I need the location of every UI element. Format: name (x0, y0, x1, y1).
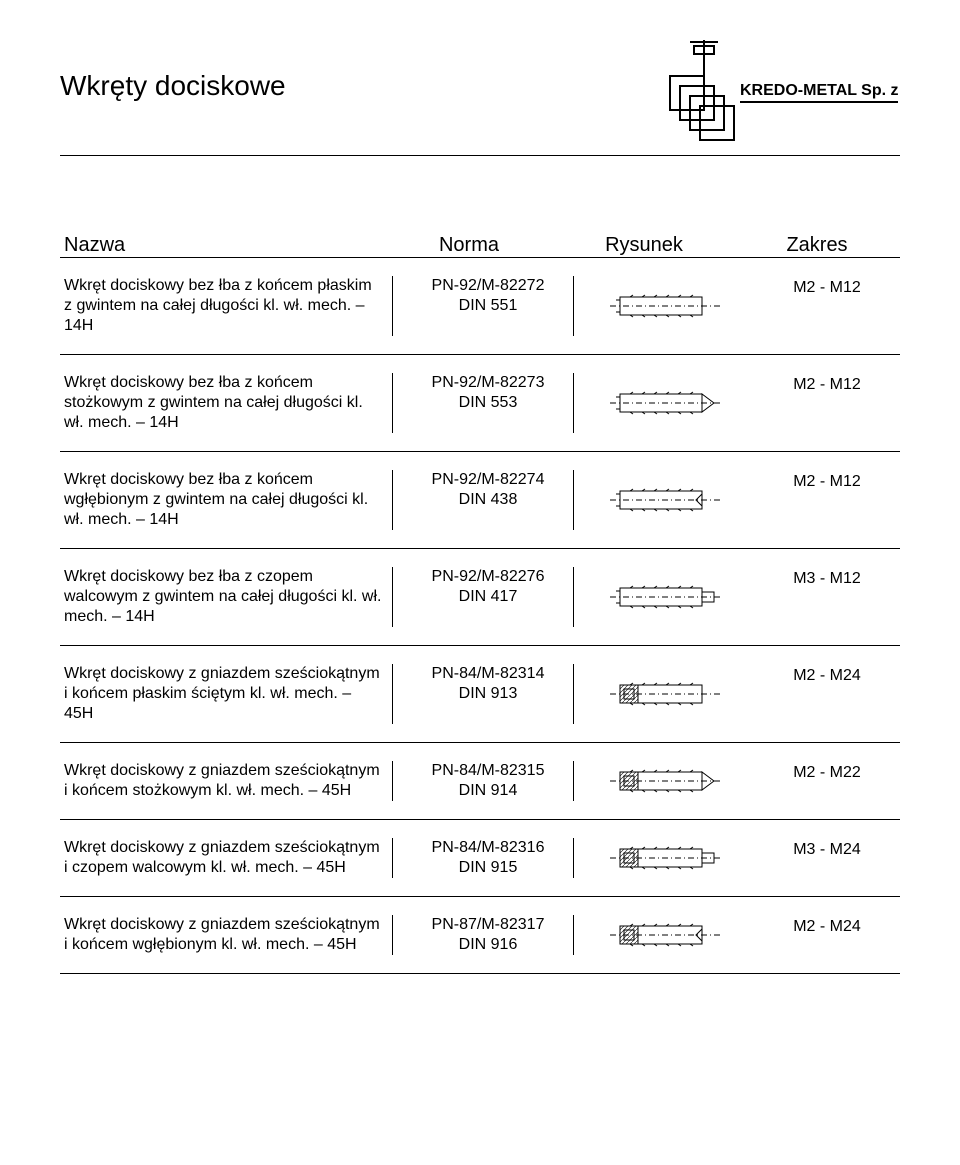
cell-range: M2 - M22 (754, 761, 900, 801)
cell-drawing (574, 373, 754, 433)
brand-text: KREDO-METAL Sp. z o.o. (740, 82, 900, 99)
norm-din: DIN 913 (403, 684, 573, 704)
table-row: Wkręt dociskowy bez łba z końcem płaskim… (60, 258, 900, 355)
cell-norm: PN-87/M-82317DIN 916 (393, 915, 574, 955)
page-title: Wkręty dociskowe (60, 70, 286, 102)
norm-din: DIN 438 (403, 490, 573, 510)
cell-norm: PN-92/M-82273DIN 553 (393, 373, 574, 433)
cell-drawing (574, 664, 754, 724)
norm-pn: PN-84/M-82316 (403, 838, 573, 858)
norm-pn: PN-92/M-82276 (403, 567, 573, 587)
table-row: Wkręt dociskowy z gniazdem sześciokątnym… (60, 646, 900, 743)
cell-name: Wkręt dociskowy z gniazdem sześciokątnym… (60, 761, 393, 801)
col-norm: Norma (384, 234, 554, 257)
cell-norm: PN-84/M-82314DIN 913 (393, 664, 574, 724)
table-row: Wkręt dociskowy z gniazdem sześciokątnym… (60, 743, 900, 820)
cell-drawing (574, 567, 754, 627)
cell-drawing (574, 470, 754, 530)
norm-pn: PN-87/M-82317 (403, 915, 573, 935)
cell-norm: PN-92/M-82272DIN 551 (393, 276, 574, 336)
cell-range: M2 - M24 (754, 915, 900, 955)
norm-din: DIN 914 (403, 781, 573, 801)
norm-din: DIN 915 (403, 858, 573, 878)
cell-name: Wkręt dociskowy bez łba z czopem walcowy… (60, 567, 393, 627)
cell-drawing (574, 838, 754, 878)
col-name: Nazwa (60, 234, 384, 257)
cell-norm: PN-84/M-82316DIN 915 (393, 838, 574, 878)
column-headers: Nazwa Norma Rysunek Zakres (60, 215, 900, 258)
table-row: Wkręt dociskowy z gniazdem sześciokątnym… (60, 820, 900, 897)
cell-name: Wkręt dociskowy z gniazdem sześciokątnym… (60, 664, 393, 724)
cell-name: Wkręt dociskowy z gniazdem sześciokątnym… (60, 915, 393, 955)
norm-pn: PN-92/M-82273 (403, 373, 573, 393)
cell-range: M2 - M12 (754, 470, 900, 530)
norm-pn: PN-92/M-82274 (403, 470, 573, 490)
norm-din: DIN 551 (403, 296, 573, 316)
cell-norm: PN-92/M-82274DIN 438 (393, 470, 574, 530)
cell-norm: PN-84/M-82315DIN 914 (393, 761, 574, 801)
cell-range: M3 - M12 (754, 567, 900, 627)
cell-norm: PN-92/M-82276DIN 417 (393, 567, 574, 627)
cell-name: Wkręt dociskowy bez łba z końcem stożkow… (60, 373, 393, 433)
cell-name: Wkręt dociskowy bez łba z końcem płaskim… (60, 276, 393, 336)
brand-logo: KREDO-METAL Sp. z o.o. (640, 40, 900, 150)
cell-range: M3 - M24 (754, 838, 900, 878)
cell-range: M2 - M12 (754, 373, 900, 433)
norm-din: DIN 553 (403, 393, 573, 413)
table-row: Wkręt dociskowy z gniazdem sześciokątnym… (60, 897, 900, 974)
col-drawing: Rysunek (554, 234, 734, 257)
norm-pn: PN-84/M-82315 (403, 761, 573, 781)
table-row: Wkręt dociskowy bez łba z końcem wgłębio… (60, 452, 900, 549)
cell-range: M2 - M24 (754, 664, 900, 724)
cell-drawing (574, 761, 754, 801)
cell-drawing (574, 915, 754, 955)
table-row: Wkręt dociskowy bez łba z czopem walcowy… (60, 549, 900, 646)
norm-din: DIN 417 (403, 587, 573, 607)
col-range: Zakres (734, 234, 900, 257)
cell-drawing (574, 276, 754, 336)
cell-name: Wkręt dociskowy bez łba z końcem wgłębio… (60, 470, 393, 530)
table-row: Wkręt dociskowy bez łba z końcem stożkow… (60, 355, 900, 452)
cell-range: M2 - M12 (754, 276, 900, 336)
norm-pn: PN-92/M-82272 (403, 276, 573, 296)
norm-din: DIN 916 (403, 935, 573, 955)
cell-name: Wkręt dociskowy z gniazdem sześciokątnym… (60, 838, 393, 878)
norm-pn: PN-84/M-82314 (403, 664, 573, 684)
